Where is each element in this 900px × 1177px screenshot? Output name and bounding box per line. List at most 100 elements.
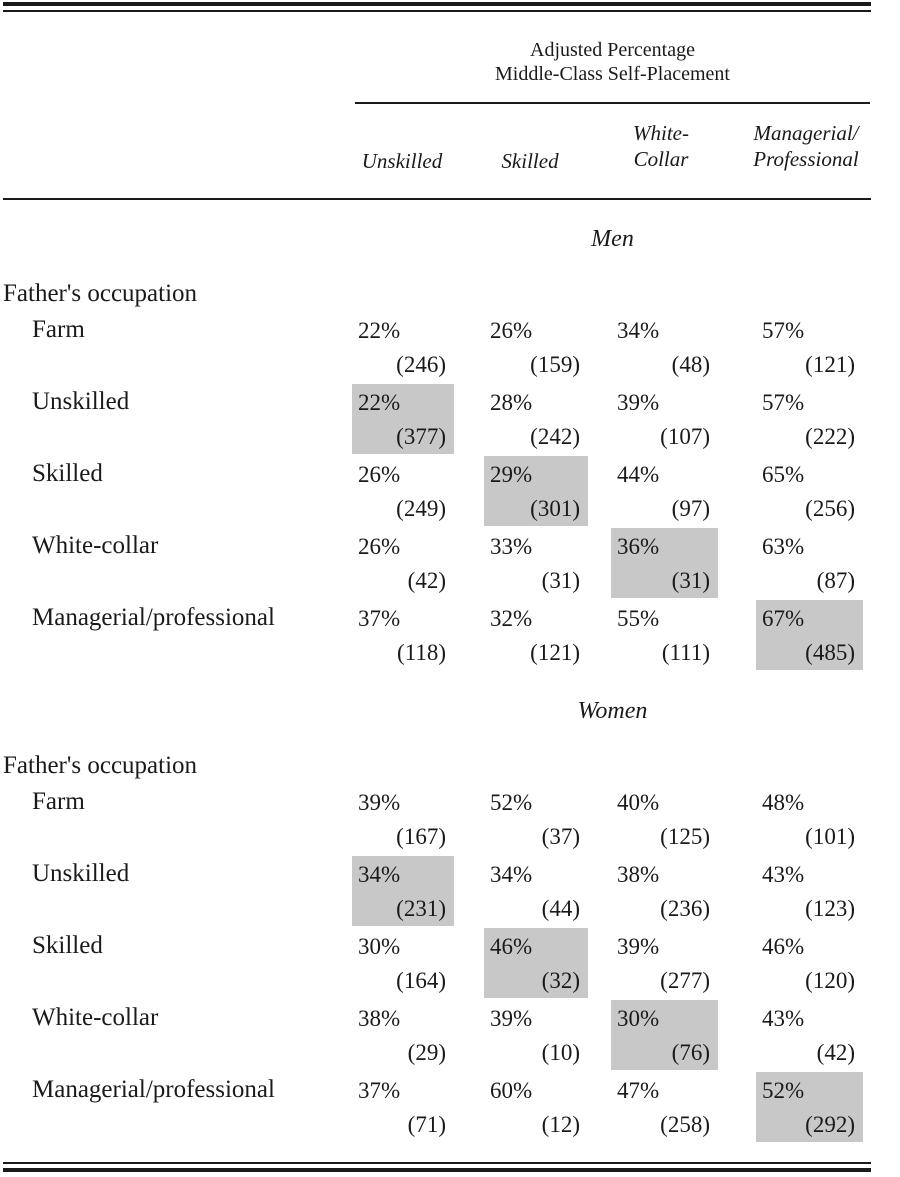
cell-percentage: 39% [490, 1006, 533, 1031]
highlight-cell [352, 384, 454, 454]
column-heading-3: White- Collar [591, 120, 731, 172]
cell-count: (164) [396, 968, 446, 993]
row-label: Farm [32, 788, 85, 815]
cell-count: (118) [397, 640, 446, 665]
row-group-label: Father's occupation [3, 752, 198, 779]
cell-count: (29) [407, 1040, 446, 1065]
cell-percentage: 39% [617, 390, 660, 415]
cell-percentage: 37% [358, 606, 401, 631]
column-heading-1: Unskilled [332, 148, 472, 174]
cell-count: (71) [407, 1112, 446, 1137]
cell-count: (76) [671, 1040, 710, 1065]
cell-count: (111) [661, 640, 710, 665]
column-heading-line-1: Skilled [501, 149, 559, 173]
cell-count: (31) [671, 568, 710, 593]
cell-count: (123) [805, 896, 855, 921]
cell-count: (101) [805, 824, 855, 849]
cell-count: (258) [660, 1112, 710, 1137]
row-label: White-collar [32, 1004, 159, 1031]
cell-percentage: 40% [617, 790, 660, 815]
cell-percentage: 22% [358, 390, 401, 415]
cell-count: (301) [530, 496, 580, 521]
spanner-rule [355, 102, 870, 104]
cell-count: (48) [671, 352, 710, 377]
highlight-cell [611, 528, 718, 598]
cell-count: (10) [541, 1040, 580, 1065]
cell-count: (246) [396, 352, 446, 377]
cell-percentage: 52% [490, 790, 533, 815]
cell-percentage: 38% [617, 862, 660, 887]
cell-percentage: 46% [762, 934, 805, 959]
column-heading-line-1: Unskilled [361, 149, 443, 173]
spanner-heading: Adjusted Percentage Middle-Class Self-Pl… [355, 38, 870, 86]
cell-percentage: 22% [358, 318, 401, 343]
column-heading-line-2: Professional [753, 147, 859, 171]
cell-percentage: 26% [358, 462, 401, 487]
cell-percentage: 33% [490, 534, 533, 559]
row-group-label: Father's occupation [3, 280, 198, 307]
bottom-rule-thin [3, 1162, 871, 1164]
spanner-line-1: Adjusted Percentage [530, 39, 695, 61]
top-rule-thick [3, 2, 871, 6]
cell-percentage: 67% [762, 606, 805, 631]
header-bottom-rule [3, 198, 871, 200]
cell-count: (292) [805, 1112, 855, 1137]
row-label: Farm [32, 316, 85, 343]
cell-percentage: 38% [358, 1006, 401, 1031]
spanner-line-2: Middle-Class Self-Placement [495, 63, 730, 85]
cell-percentage: 57% [762, 390, 805, 415]
row-label: White-collar [32, 532, 159, 559]
column-heading-line-1: White- [633, 121, 689, 145]
highlight-cell [484, 928, 588, 998]
cell-percentage: 39% [617, 934, 660, 959]
column-heading-2: Skilled [460, 148, 600, 174]
cell-count: (121) [530, 640, 580, 665]
cell-percentage: 52% [762, 1078, 805, 1103]
cell-percentage: 34% [358, 862, 401, 887]
cell-percentage: 36% [617, 534, 660, 559]
cell-percentage: 30% [617, 1006, 660, 1031]
cell-percentage: 37% [358, 1078, 401, 1103]
cell-percentage: 29% [490, 462, 533, 487]
cell-count: (242) [530, 424, 580, 449]
row-label: Managerial/professional [32, 604, 275, 631]
cell-count: (231) [396, 896, 446, 921]
section-title: Women [577, 698, 648, 724]
cell-count: (222) [805, 424, 855, 449]
cell-percentage: 28% [490, 390, 533, 415]
column-heading-line-1: Managerial/ [753, 121, 859, 145]
bottom-rule-thick [3, 1168, 871, 1172]
row-label: Skilled [32, 460, 103, 487]
highlight-cell [756, 600, 863, 670]
column-heading-4: Managerial/Professional [736, 120, 876, 172]
cell-percentage: 26% [490, 318, 533, 343]
cell-percentage: 44% [617, 462, 660, 487]
cell-percentage: 65% [762, 462, 805, 487]
cell-count: (42) [407, 568, 446, 593]
cell-count: (167) [396, 824, 446, 849]
cell-count: (125) [660, 824, 710, 849]
cell-count: (31) [541, 568, 580, 593]
cell-percentage: 32% [490, 606, 533, 631]
cell-percentage: 34% [617, 318, 660, 343]
row-label: Managerial/professional [32, 1076, 275, 1103]
cell-count: (87) [816, 568, 855, 593]
cell-percentage: 60% [490, 1078, 533, 1103]
cell-percentage: 63% [762, 534, 805, 559]
column-heading-line-2: Collar [633, 147, 689, 171]
cell-count: (32) [541, 968, 580, 993]
highlight-cell [756, 1072, 863, 1142]
cell-count: (107) [660, 424, 710, 449]
highlight-cell [352, 856, 454, 926]
row-label: Unskilled [32, 388, 130, 415]
cell-count: (485) [805, 640, 855, 665]
cell-count: (120) [805, 968, 855, 993]
cell-percentage: 57% [762, 318, 805, 343]
cell-count: (97) [671, 496, 710, 521]
cell-count: (42) [816, 1040, 855, 1065]
cell-percentage: 48% [762, 790, 805, 815]
cell-percentage: 34% [490, 862, 533, 887]
cell-count: (121) [805, 352, 855, 377]
cell-count: (37) [541, 824, 580, 849]
cell-percentage: 26% [358, 534, 401, 559]
